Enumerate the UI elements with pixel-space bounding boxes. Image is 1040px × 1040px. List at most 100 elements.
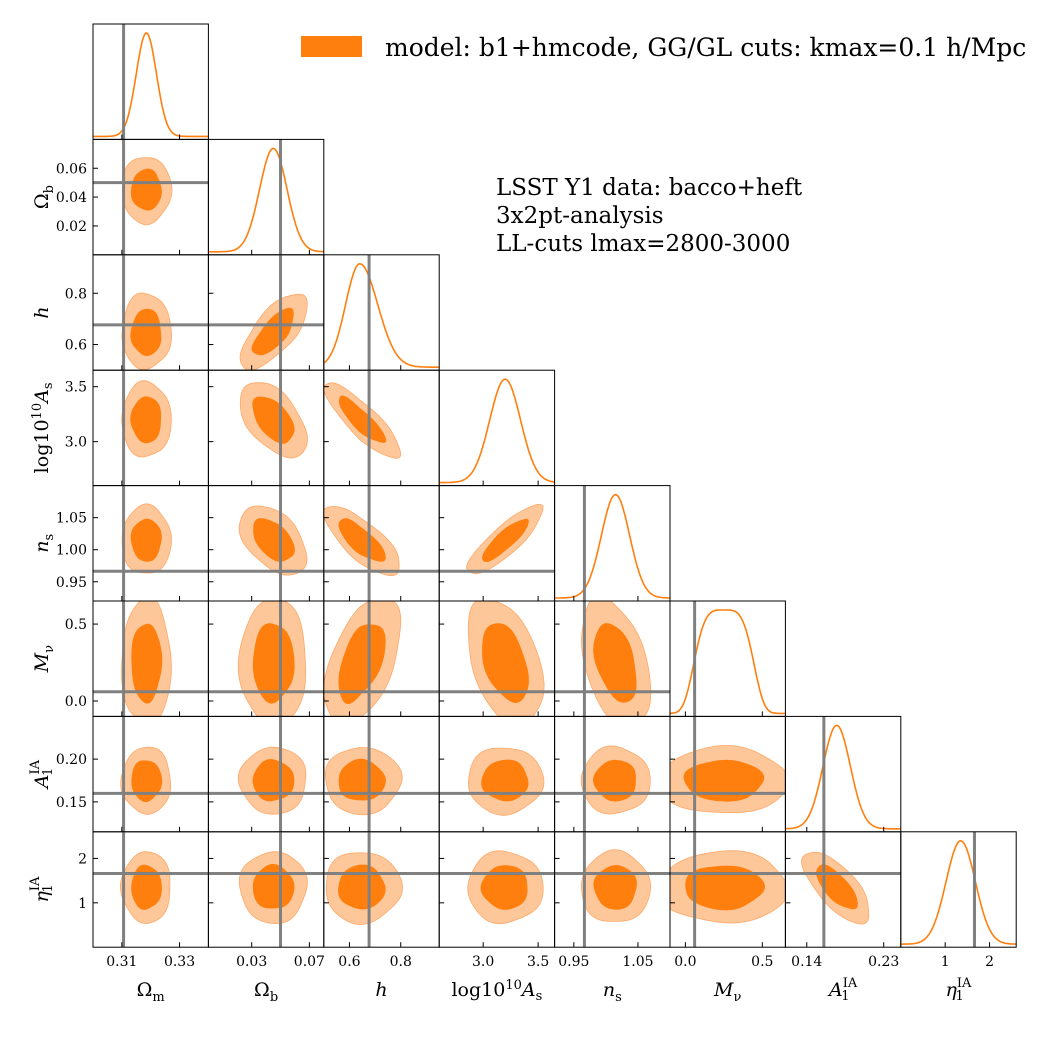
contour-68-ns-h (338, 518, 386, 562)
panel-eta1-Mnu (669, 831, 786, 948)
x-tick-label-Om: 0.31 (106, 954, 137, 970)
contour-68-h-Ob (251, 307, 294, 356)
posterior-A1 (785, 724, 901, 830)
panel-As-h (323, 369, 440, 487)
y-tick-label-A1: 0.15 (56, 795, 87, 811)
panel-ns-h (323, 485, 440, 602)
panel-Om-Om (92, 23, 209, 140)
panel-ns-Om (92, 485, 209, 602)
x-axis-label-Mnu: Mν (713, 979, 741, 1005)
legend-label: model: b1+hmcode, GG/GL cuts: kmax=0.1 h… (385, 33, 1026, 62)
x-axis-label-Ob: Ωb (254, 979, 278, 1005)
contour-68-eta1-As (480, 865, 528, 910)
panel-eta1-As (438, 831, 556, 948)
contour-68-A1-ns (593, 759, 636, 802)
panel-h-Ob (207, 254, 325, 371)
annotation-block: LSST Y1 data: bacco+heft 3x2pt-analysis … (496, 175, 803, 257)
contour-68-eta1-Mnu (685, 865, 765, 911)
panel-frame (438, 369, 556, 487)
contour-68-Ob-Om (130, 168, 162, 211)
legend: model: b1+hmcode, GG/GL cuts: kmax=0.1 h… (301, 33, 1026, 62)
contour-68-ns-Om (130, 518, 162, 562)
x-tick-label-As: 3.5 (527, 954, 549, 970)
panel-A1-ns (554, 715, 671, 833)
x-axis-label-ns: ns (603, 979, 622, 1005)
x-tick-label-A1: 0.23 (868, 954, 899, 970)
panel-frame (784, 715, 902, 833)
x-tick-label-h: 0.6 (338, 954, 360, 970)
y-axis-label-As: log1010As (30, 382, 56, 473)
x-axis-label-eta1: ηIA 1 (946, 976, 973, 1004)
y-tick-label-Ob: 0.04 (56, 190, 87, 206)
y-tick-label-As: 3.5 (65, 380, 87, 396)
panel-As-Ob (207, 369, 325, 487)
contour-68-Mnu-Om (131, 623, 163, 704)
x-axis-label-Om: Ωm (137, 979, 165, 1005)
panel-Mnu-h (323, 600, 440, 717)
contour-68-A1-Mnu (683, 759, 765, 802)
contour-68-h-Om (130, 308, 162, 356)
x-tick-label-eta1: 1 (941, 954, 950, 970)
contour-68-eta1-Om (131, 864, 162, 910)
annotation-line-3: LL-cuts lmax=2800-3000 (496, 231, 790, 257)
panel-As-Om (92, 369, 209, 487)
x-tick-label-Mnu: 0.5 (751, 954, 773, 970)
contour-68-A1-As (481, 759, 529, 802)
annotation-line-2: 3x2pt-analysis (496, 203, 664, 229)
contour-68-eta1-ns (593, 865, 637, 910)
panel-h-h (323, 254, 440, 371)
posterior-h (323, 262, 440, 368)
y-tick-label-Ob: 0.06 (56, 161, 87, 177)
y-tick-label-Mnu: 0.5 (65, 617, 87, 633)
panel-A1-As (438, 715, 556, 833)
y-axis-label-h: h (31, 306, 53, 318)
x-tick-label-h: 0.8 (390, 954, 412, 970)
panel-eta1-A1 (784, 831, 902, 948)
contour-68-Mnu-Ob (252, 623, 295, 704)
y-axis-label-Mnu: Mν (31, 645, 57, 673)
panel-A1-h (323, 715, 440, 833)
x-tick-label-Ob: 0.03 (236, 954, 267, 970)
panel-eta1-eta1 (900, 831, 1017, 948)
panel-frame (554, 485, 671, 602)
panel-Mnu-ns (554, 600, 671, 717)
posterior-ns (554, 493, 670, 599)
contour-68-ns-As (482, 518, 529, 562)
panel-frame (669, 600, 786, 717)
panel-ns-As (438, 485, 556, 602)
panel-A1-A1 (784, 715, 902, 833)
posterior-eta1 (900, 839, 1017, 945)
panel-h-Om (92, 254, 209, 371)
x-axis-label-h: h (375, 979, 387, 1001)
panel-grid: 0.020.040.060.60.83.03.50.951.001.050.00… (28, 23, 1017, 1005)
panel-ns-ns (554, 485, 671, 602)
y-tick-label-ns: 0.95 (56, 575, 87, 591)
y-axis-label-ns: ns (31, 534, 57, 553)
panel-As-As (438, 369, 556, 487)
contour-68-eta1-Ob (252, 863, 295, 909)
panel-eta1-h (323, 831, 440, 948)
x-tick-label-A1: 0.14 (791, 954, 822, 970)
y-tick-label-h: 0.6 (65, 338, 87, 354)
contour-68-Mnu-As (482, 623, 529, 703)
y-tick-label-eta1: 2 (78, 851, 87, 867)
panel-Mnu-Mnu (669, 600, 786, 717)
legend-swatch (301, 36, 362, 57)
y-tick-label-eta1: 1 (78, 896, 87, 912)
y-tick-label-h: 0.8 (65, 286, 87, 302)
x-tick-label-Mnu: 0.0 (674, 954, 696, 970)
panel-A1-Ob (207, 715, 325, 833)
posterior-Mnu (670, 609, 786, 715)
y-tick-label-Ob: 0.02 (56, 219, 87, 235)
panel-A1-Mnu (669, 715, 786, 833)
panel-ns-Ob (207, 485, 325, 602)
y-axis-label-A1: AIA1 (28, 759, 56, 790)
x-tick-label-Ob: 0.07 (294, 954, 325, 970)
contour-68-A1-Ob (252, 759, 295, 802)
x-tick-label-eta1: 2 (985, 954, 994, 970)
panel-A1-Om (92, 715, 209, 833)
x-tick-label-As: 3.0 (472, 954, 494, 970)
panel-Ob-Om (92, 138, 209, 256)
y-tick-label-As: 3.0 (65, 435, 87, 451)
